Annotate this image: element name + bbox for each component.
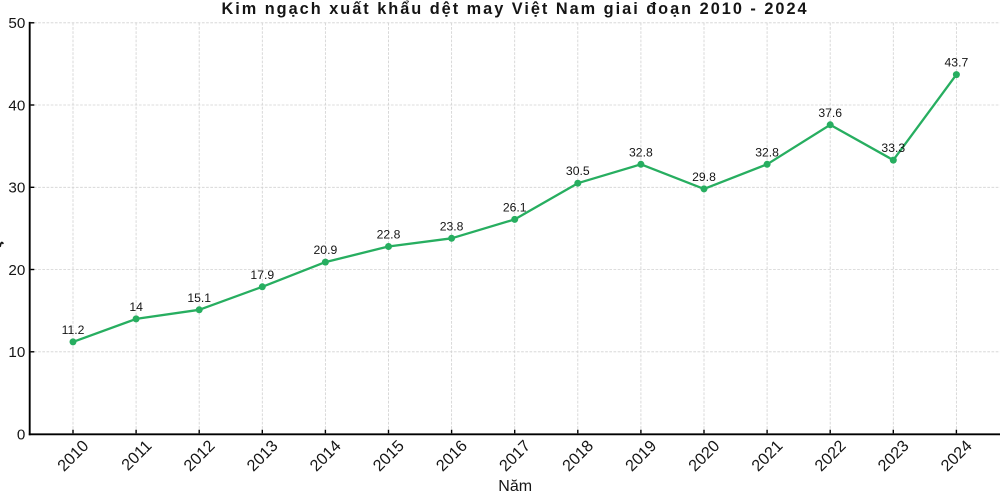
svg-text:33.3: 33.3 [881, 141, 905, 155]
svg-text:50: 50 [8, 15, 25, 32]
svg-text:23.8: 23.8 [440, 219, 464, 233]
svg-text:Kim ngạch xuất khẩu dệt may Vi: Kim ngạch xuất khẩu dệt may Việt Nam gia… [221, 0, 808, 18]
svg-text:15.1: 15.1 [187, 291, 211, 305]
svg-text:17.9: 17.9 [250, 268, 274, 282]
svg-text:10: 10 [8, 344, 25, 361]
svg-text:30: 30 [8, 180, 25, 197]
svg-text:20.9: 20.9 [314, 243, 338, 257]
svg-text:0: 0 [17, 426, 25, 443]
svg-text:32.8: 32.8 [629, 145, 653, 159]
svg-text:32.8: 32.8 [755, 145, 779, 159]
svg-text:30.5: 30.5 [566, 164, 590, 178]
svg-text:14: 14 [129, 300, 143, 314]
svg-text:37.6: 37.6 [818, 106, 842, 120]
svg-text:26.1: 26.1 [503, 200, 527, 214]
svg-text:20: 20 [8, 262, 25, 279]
svg-text:Năm: Năm [498, 478, 532, 495]
svg-text:29.8: 29.8 [692, 170, 716, 184]
svg-text:40: 40 [8, 97, 25, 114]
svg-text:22.8: 22.8 [377, 228, 401, 242]
svg-text:43.7: 43.7 [945, 56, 969, 70]
svg-text:11.2: 11.2 [62, 323, 85, 337]
